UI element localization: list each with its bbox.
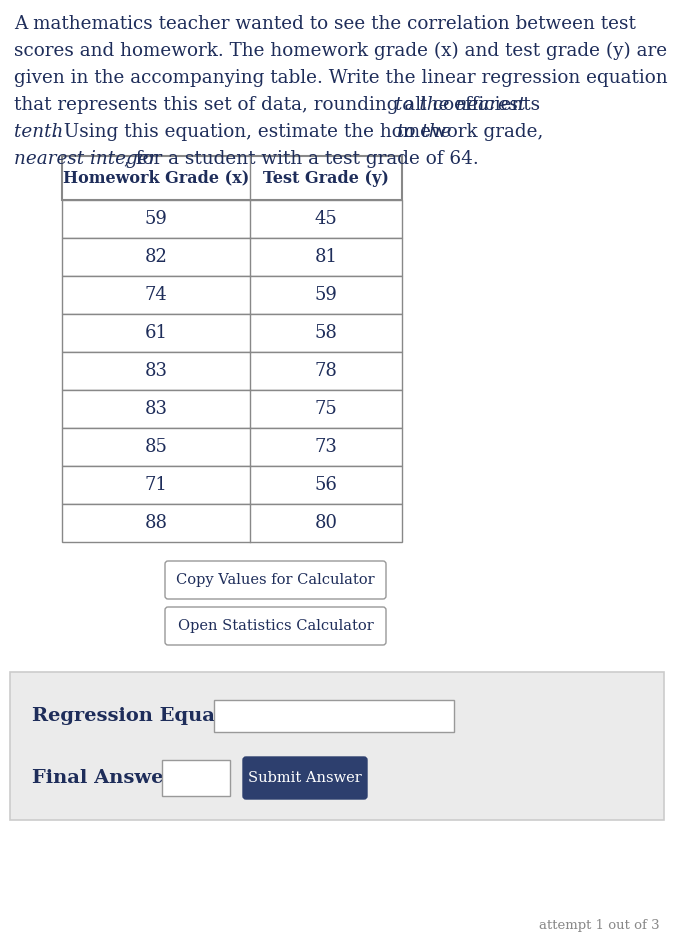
Text: Open Statistics Calculator: Open Statistics Calculator (178, 619, 373, 633)
FancyBboxPatch shape (243, 757, 367, 799)
Text: 88: 88 (144, 514, 168, 532)
Text: 81: 81 (315, 248, 338, 266)
Text: 83: 83 (144, 362, 168, 380)
Bar (62, 314, 402, 352)
FancyBboxPatch shape (165, 607, 386, 645)
Text: 75: 75 (315, 400, 338, 418)
Text: nearest integer: nearest integer (14, 150, 157, 168)
FancyBboxPatch shape (165, 561, 386, 599)
Text: 58: 58 (315, 324, 338, 342)
Text: 59: 59 (144, 210, 167, 228)
Text: 82: 82 (144, 248, 167, 266)
Text: 85: 85 (144, 438, 167, 456)
Text: given in the accompanying table. Write the linear regression equation: given in the accompanying table. Write t… (14, 69, 668, 87)
Bar (62, 352, 402, 390)
Text: to the: to the (397, 123, 452, 141)
Bar (62, 238, 402, 276)
Text: 74: 74 (145, 286, 167, 304)
Text: 45: 45 (315, 210, 338, 228)
Bar (62, 200, 402, 238)
Text: Homework Grade (x): Homework Grade (x) (63, 170, 249, 187)
Text: scores and homework. The homework grade (x) and test grade (y) are: scores and homework. The homework grade … (14, 42, 667, 60)
Text: 83: 83 (144, 400, 168, 418)
Text: 61: 61 (144, 324, 168, 342)
Bar (214, 700, 454, 732)
Bar (10, 672, 664, 820)
Text: 73: 73 (315, 438, 338, 456)
Text: Regression Equation:: Regression Equation: (32, 707, 266, 725)
Text: 56: 56 (315, 476, 338, 494)
Bar (62, 156, 402, 200)
Text: , for a student with a test grade of 64.: , for a student with a test grade of 64. (124, 150, 479, 168)
Text: Final Answer:: Final Answer: (32, 769, 181, 787)
Text: . Using this equation, estimate the homework grade,: . Using this equation, estimate the home… (52, 123, 549, 141)
Text: to the nearest: to the nearest (395, 96, 526, 114)
Text: A mathematics teacher wanted to see the correlation between test: A mathematics teacher wanted to see the … (14, 15, 636, 33)
Text: 59: 59 (315, 286, 338, 304)
Bar (62, 504, 402, 542)
Text: 80: 80 (315, 514, 338, 532)
Bar (62, 466, 402, 504)
Bar (62, 390, 402, 428)
Text: 71: 71 (144, 476, 167, 494)
Text: that represents this set of data, rounding all coefficients: that represents this set of data, roundi… (14, 96, 546, 114)
Text: Copy Values for Calculator: Copy Values for Calculator (176, 573, 375, 587)
Text: attempt 1 out of 3: attempt 1 out of 3 (539, 919, 660, 932)
Text: Test Grade (y): Test Grade (y) (263, 170, 389, 187)
Text: 78: 78 (315, 362, 338, 380)
Bar (62, 276, 402, 314)
Bar (62, 428, 402, 466)
Bar (162, 760, 230, 796)
Text: tenth: tenth (14, 123, 63, 141)
Text: Submit Answer: Submit Answer (248, 771, 362, 785)
